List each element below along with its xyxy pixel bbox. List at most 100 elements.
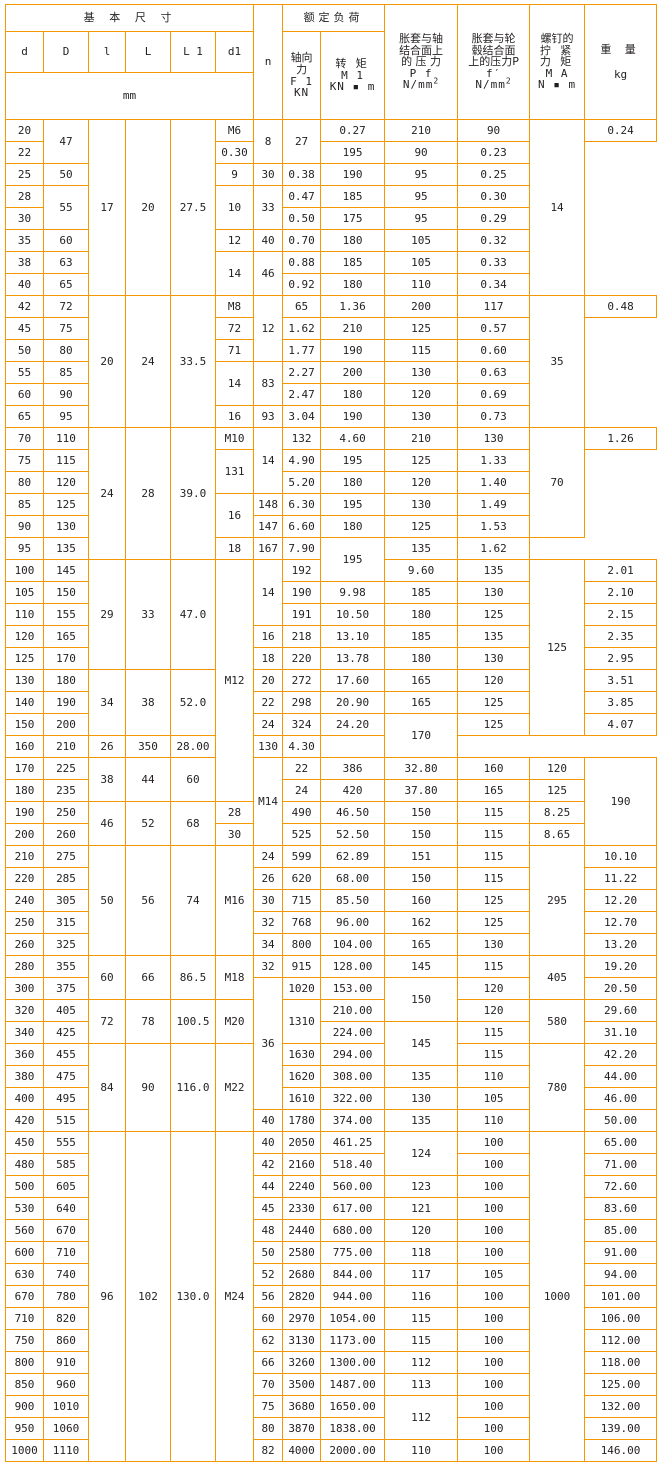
cell-d: 400 [5, 1087, 44, 1110]
cell-Pf: 160 [457, 757, 531, 780]
cell-F1: 1620 [282, 1065, 322, 1088]
cell-F1: 192 [282, 559, 322, 582]
table-head: 基 本 尺 寸 n 额定负荷 胀套与轴 结合面上 的 压 力 P f N/mm2… [4, 4, 658, 120]
cell-F1: 3680 [282, 1395, 322, 1418]
cell-l: 50 [88, 845, 126, 956]
cell-l: 24 [88, 427, 126, 560]
cell-MA: 125 [529, 559, 586, 736]
cell-Pf: 165 [384, 933, 459, 956]
cell-D: 135 [43, 537, 89, 560]
cell-d: 170 [5, 757, 44, 780]
cell-n: 45 [253, 1197, 284, 1220]
cell-d: 130 [5, 669, 44, 692]
cell-M1: 9.60 [384, 559, 459, 582]
cell-d: 560 [5, 1219, 44, 1242]
cell-weight: 118.00 [584, 1351, 658, 1374]
cell-D: 640 [43, 1197, 89, 1220]
cell-F1: 72 [214, 317, 255, 340]
cell-M1: 844.00 [320, 1263, 386, 1286]
cell-n: 62 [253, 1329, 284, 1352]
cell-d: 320 [5, 999, 44, 1022]
cell-d: 450 [5, 1131, 44, 1154]
cell-n: 40 [253, 1131, 284, 1154]
cell-d: 360 [5, 1043, 44, 1066]
table-row: 20 47 17 20 27.5 M6 8 27 0.27 210 90 14 0.24 [5, 119, 658, 296]
cell-f: 100 [457, 1417, 531, 1440]
cell-D: 475 [43, 1065, 89, 1088]
cell-D: 165 [43, 625, 89, 648]
cell-D: 495 [43, 1087, 89, 1110]
cell-l: 60 [88, 955, 126, 1000]
cell-weight: 29.60 [584, 999, 658, 1022]
cell-F1: 1780 [282, 1109, 322, 1132]
cell-F1: 3870 [282, 1417, 322, 1440]
cell-n: 16 [214, 405, 255, 428]
cell-weight: 0.57 [457, 317, 531, 340]
cell-f: 100 [457, 1285, 531, 1308]
cell-L1: 33.5 [170, 295, 216, 428]
cell-D: 325 [43, 933, 89, 956]
cell-Pf: 185 [384, 581, 459, 604]
header-weight-unit: kg [613, 67, 628, 81]
cell-Pf: 185 [384, 625, 459, 648]
header-group-row: 基 本 尺 寸 n 额定负荷 胀套与轴 结合面上 的 压 力 P f N/mm2… [4, 4, 658, 120]
cell-weight: 72.60 [584, 1175, 658, 1198]
table-row: 22 0.30 195 90 0.23 [5, 141, 657, 164]
cell-Pf: 175 [320, 207, 386, 230]
header-axial-force-unit: KN [293, 86, 310, 100]
table-row: 80 120 5.20 180 120 1.40 [5, 471, 657, 494]
table-row: 340 425 224.00 145 115 31.10 [5, 1021, 658, 1066]
cell-f: 120 [384, 471, 459, 494]
cell-f: 115 [384, 339, 459, 362]
header-torque-symbol: M 1 [341, 68, 364, 82]
header-axial-force-symbol: F 1 [290, 74, 313, 88]
table-row: 160 210 26 350 28.00 130 4.30 [5, 735, 657, 758]
cell-D: 515 [43, 1109, 89, 1132]
cell-d: 250 [5, 911, 44, 934]
cell-F1: 324 [282, 713, 322, 736]
cell-d: 260 [5, 933, 44, 956]
cell-F1: 1020 [282, 977, 322, 1000]
cell-D: 910 [43, 1351, 89, 1374]
cell-Pf: 130 [384, 1087, 459, 1110]
cell-M1: 62.89 [320, 845, 386, 868]
cell-d: 100 [5, 559, 44, 582]
cell-n: 14 [253, 559, 284, 626]
cell-weight: 2.15 [584, 603, 658, 626]
cell-weight: 2.10 [584, 581, 658, 604]
cell-d: 900 [5, 1395, 44, 1418]
header-screw-torque-unit: N ▪ m [538, 78, 577, 92]
cell-D: 405 [43, 999, 89, 1022]
cell-Pf: 145 [384, 1021, 459, 1066]
cell-D: 63 [43, 251, 89, 274]
cell-F1: 147 [253, 515, 284, 538]
cell-M1: 294.00 [320, 1043, 386, 1066]
header-n: n [253, 4, 284, 120]
cell-weight: 0.30 [457, 185, 531, 208]
cell-n: 82 [253, 1439, 284, 1462]
header-torque: 转 矩 M 1 KN ▪ m [320, 31, 386, 120]
cell-l: 72 [88, 999, 126, 1044]
cell-f: 125 [529, 779, 586, 802]
cell-D: 47 [43, 119, 89, 164]
cell-F1: 2580 [282, 1241, 322, 1264]
header-pressure-hub-line2: 毂结合面 [471, 43, 516, 57]
cell-n: 50 [253, 1241, 284, 1264]
cell-D: 820 [43, 1307, 89, 1330]
cell-M1: 0.30 [214, 141, 255, 164]
cell-Pf: 123 [384, 1175, 459, 1198]
table-row: 240 305 30 715 85.50 160 125 12.20 [5, 889, 658, 912]
cell-Pf: 112 [384, 1351, 459, 1374]
cell-d: 140 [5, 691, 44, 714]
cell-f: 125 [384, 449, 459, 472]
cell-weight: 2.01 [584, 559, 658, 582]
cell-f: 115 [457, 955, 531, 978]
cell-Pf: 180 [320, 229, 386, 252]
cell-d: 530 [5, 1197, 44, 1220]
cell-f: 135 [384, 537, 459, 560]
cell-n: 48 [253, 1219, 284, 1242]
table-row: 125 170 18 220 13.78 180 130 2.95 [5, 647, 658, 670]
cell-weight: 0.23 [457, 141, 531, 164]
cell-f: 95 [384, 163, 459, 186]
header-axial-force-line1: 轴向 [290, 51, 313, 65]
